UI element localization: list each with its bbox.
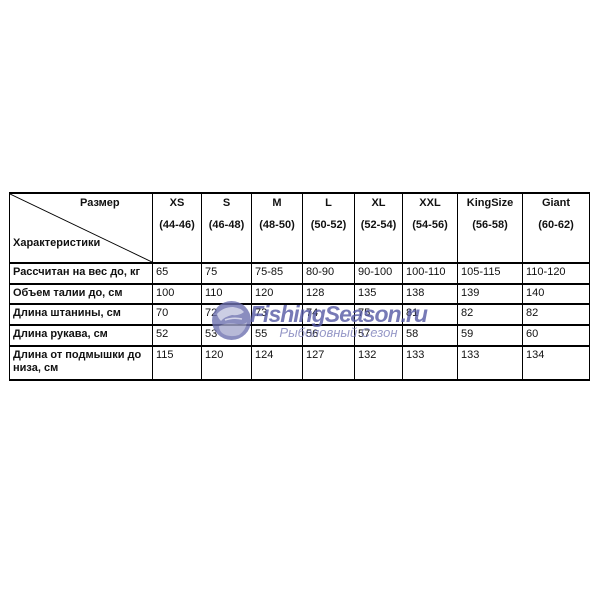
cell-value: 139 — [457, 283, 523, 305]
cell-value: 138 — [402, 283, 458, 305]
cell-value: 105-115 — [457, 262, 523, 285]
cell-value: 75 — [201, 262, 252, 285]
cell-value: 140 — [522, 283, 590, 305]
corner-cell: Размер Характеристики — [9, 192, 153, 264]
column-header-s: S (46-48) — [201, 192, 252, 264]
cell-value: 82 — [522, 303, 590, 326]
cell-value: 72 — [201, 303, 252, 326]
cell-value: 59 — [457, 324, 523, 347]
column-header-l: L (50-52) — [302, 192, 355, 264]
cell-value: 134 — [522, 345, 590, 381]
column-header-giant: Giant (60-62) — [522, 192, 590, 264]
cell-value: 52 — [152, 324, 202, 347]
cell-value: 73 — [251, 303, 303, 326]
cell-value: 74 — [302, 303, 355, 326]
cell-value: 120 — [201, 345, 252, 381]
diagonal-line — [10, 195, 152, 261]
corner-characteristics-label: Характеристики — [13, 237, 101, 249]
cell-value: 60 — [522, 324, 590, 347]
cell-value: 75-85 — [251, 262, 303, 285]
cell-value: 133 — [457, 345, 523, 381]
cell-value: 80-90 — [302, 262, 355, 285]
cell-value: 90-100 — [354, 262, 403, 285]
cell-value: 135 — [354, 283, 403, 305]
table-row-waist: Объем талии до, см 100 110 120 128 135 1… — [9, 283, 590, 305]
cell-value: 100 — [152, 283, 202, 305]
row-label: Рассчитан на вес до, кг — [9, 262, 153, 285]
cell-value: 58 — [402, 324, 458, 347]
size-chart-table: Размер Характеристики XS (44-46) S (46-4… — [9, 192, 590, 381]
row-label: Длина штанины, см — [9, 303, 153, 326]
column-header-xxl: XXL (54-56) — [402, 192, 458, 264]
table-row-pant-leg: Длина штанины, см 70 72 73 74 75 81 82 8… — [9, 303, 590, 326]
cell-value: 81 — [402, 303, 458, 326]
cell-value: 128 — [302, 283, 355, 305]
column-header-kingsize: KingSize (56-58) — [457, 192, 523, 264]
table-row-armpit-length: Длина от подмышки до низа, см 115 120 12… — [9, 345, 590, 381]
cell-value: 53 — [201, 324, 252, 347]
header-row: Размер Характеристики XS (44-46) S (46-4… — [9, 192, 590, 264]
cell-value: 127 — [302, 345, 355, 381]
cell-value: 75 — [354, 303, 403, 326]
row-label: Длина от подмышки до низа, см — [9, 345, 153, 381]
cell-value: 110-120 — [522, 262, 590, 285]
row-label: Длина рукава, см — [9, 324, 153, 347]
cell-value: 115 — [152, 345, 202, 381]
table-row-weight: Рассчитан на вес до, кг 65 75 75-85 80-9… — [9, 262, 590, 285]
cell-value: 133 — [402, 345, 458, 381]
cell-value: 124 — [251, 345, 303, 381]
cell-value: 132 — [354, 345, 403, 381]
table-row-sleeve: Длина рукава, см 52 53 55 56 57 58 59 60 — [9, 324, 590, 347]
cell-value: 55 — [251, 324, 303, 347]
row-label: Объем талии до, см — [9, 283, 153, 305]
column-header-xs: XS (44-46) — [152, 192, 202, 264]
cell-value: 110 — [201, 283, 252, 305]
cell-value: 57 — [354, 324, 403, 347]
column-header-xl: XL (52-54) — [354, 192, 403, 264]
cell-value: 70 — [152, 303, 202, 326]
cell-value: 56 — [302, 324, 355, 347]
cell-value: 100-110 — [402, 262, 458, 285]
column-header-m: M (48-50) — [251, 192, 303, 264]
cell-value: 65 — [152, 262, 202, 285]
corner-size-label: Размер — [80, 197, 120, 209]
cell-value: 82 — [457, 303, 523, 326]
cell-value: 120 — [251, 283, 303, 305]
